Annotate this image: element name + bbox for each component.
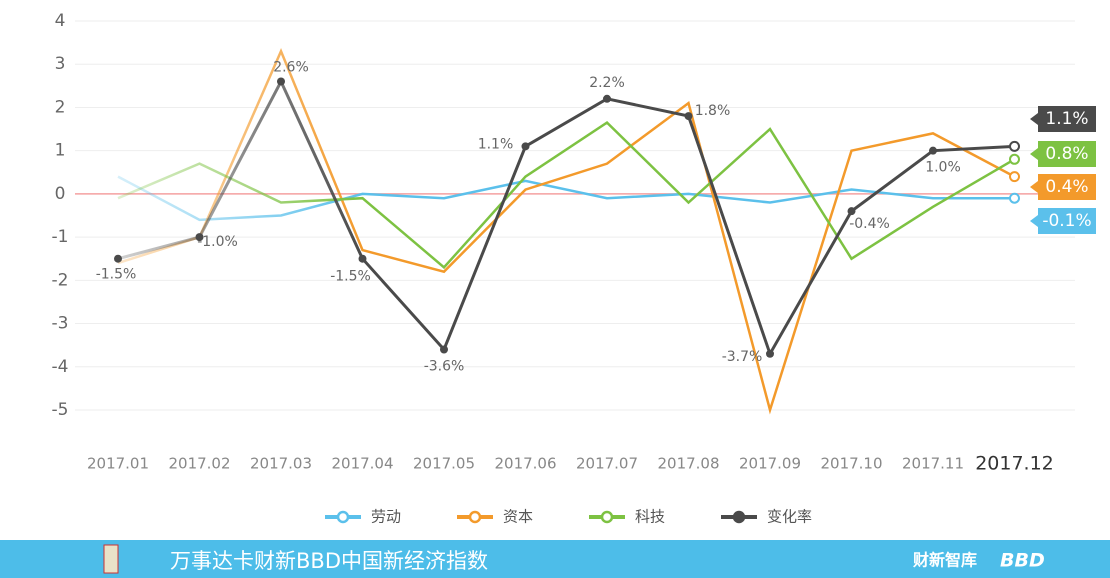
y-tick-label: -4 [52,357,69,377]
data-label: -1.5% [96,267,137,283]
point [847,207,856,216]
data-label: 2.6% [273,60,309,76]
end-badge [1030,106,1096,132]
end-badge-label: -0.1% [1042,211,1091,231]
x-tick-label: 2017.09 [739,455,801,473]
legend-label: 资本 [503,508,533,526]
series-line [117,120,1016,270]
point [440,345,448,354]
end-badge-label: 0.8% [1045,144,1088,164]
legend-marker [336,510,350,524]
data-label: -3.7% [722,349,763,365]
y-tick-label: 4 [55,11,66,31]
x-tick-label: 2017.08 [657,455,719,473]
point [358,254,367,263]
end-badge [1030,141,1096,167]
y-tick-label: -3 [52,314,69,334]
y-tick-label: -5 [52,400,69,420]
point [684,112,693,121]
point [521,142,530,151]
legend-marker [732,510,746,524]
end-badge-label: 0.4% [1045,177,1088,197]
point [929,146,937,155]
data-label: 1.8% [695,103,731,119]
x-tick-label: 2017.06 [494,455,556,473]
y-tick-label: 2 [55,97,66,117]
data-label: -0.4% [849,216,890,232]
series-line [117,48,1016,415]
x-tick-label: 2017.12 [975,453,1054,475]
point [114,254,122,263]
x-tick-label: 2017.05 [413,455,475,473]
legend-label: 变化率 [767,508,812,526]
series-line [117,175,1015,222]
footer-logo: 财新智库 [912,551,977,570]
data-label: 2.2% [589,75,625,91]
y-tick-label: 1 [55,141,66,161]
footer-bar [0,540,1110,578]
point [195,233,204,242]
data-label: -1.0% [197,234,238,250]
x-tick-label: 2017.03 [250,455,312,473]
point [603,94,611,103]
x-tick-label: 2017.04 [331,455,393,473]
data-label: -3.6% [424,358,465,374]
y-tick-label: -1 [52,227,69,247]
footer-title: 万事达卡财新BBD中国新经济指数 [170,549,488,573]
legend-marker [468,510,482,524]
end-point [1009,153,1020,165]
y-tick-label: 3 [55,54,66,74]
footer-logo: BBD [1000,550,1045,572]
legend-label: 科技 [635,508,665,526]
end-badge [1030,174,1096,200]
y-tick-label: -2 [52,270,69,290]
data-label: 1.1% [478,136,514,152]
footer-icon [103,544,119,574]
series-line [117,78,1015,358]
x-tick-label: 2017.02 [168,455,230,473]
point [766,349,774,358]
end-point [1009,140,1020,152]
y-tick-label: 0 [55,184,66,204]
end-point [1009,192,1020,204]
x-tick-label: 2017.07 [576,455,638,473]
end-badge-label: 1.1% [1045,109,1088,129]
end-point [1009,171,1020,183]
x-tick-label: 2017.10 [820,455,882,473]
legend-label: 劳动 [371,508,401,526]
point [277,77,285,86]
end-badge [1030,208,1096,234]
x-tick-label: 2017.11 [902,455,964,473]
data-label: -1.5% [330,269,371,285]
data-label: 1.0% [925,160,961,176]
x-tick-label: 2017.01 [87,455,149,473]
legend-marker [600,510,614,524]
